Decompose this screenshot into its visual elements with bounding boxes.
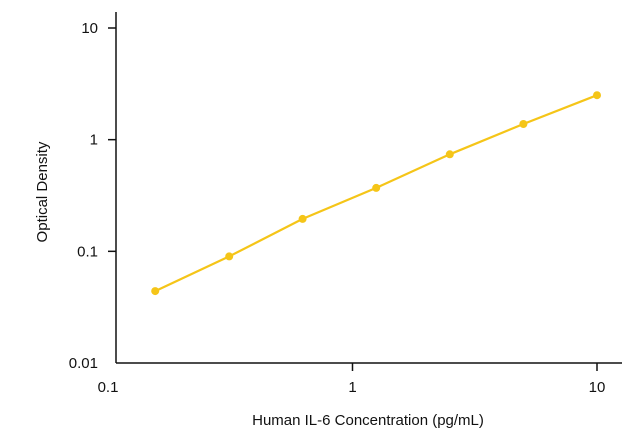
- data-point: [151, 287, 160, 296]
- series-layer: [151, 91, 601, 296]
- series-line: [154, 94, 598, 293]
- data-point: [445, 150, 454, 159]
- y-tick-label: 0.01: [69, 355, 98, 372]
- axes: [115, 12, 622, 364]
- data-point: [225, 252, 234, 261]
- x-tick-label: 10: [589, 379, 606, 396]
- y-tick-label: 10: [81, 20, 98, 37]
- data-point: [593, 91, 601, 100]
- y-tick-label: 0.1: [77, 243, 98, 260]
- x-tick-label: 1: [348, 379, 356, 396]
- y-ticks: 0.01 0.1 1 10: [69, 20, 116, 372]
- y-axis-title: Optical Density: [34, 141, 51, 242]
- data-point: [372, 183, 381, 192]
- x-tick-label: 0.1: [98, 379, 119, 396]
- data-point: [519, 120, 528, 128]
- y-tick-label: 1: [90, 132, 98, 149]
- x-ticks: 0.1 1 10: [98, 363, 606, 396]
- x-axis-title: Human IL-6 Concentration (pg/mL): [252, 412, 484, 429]
- data-point: [298, 214, 307, 223]
